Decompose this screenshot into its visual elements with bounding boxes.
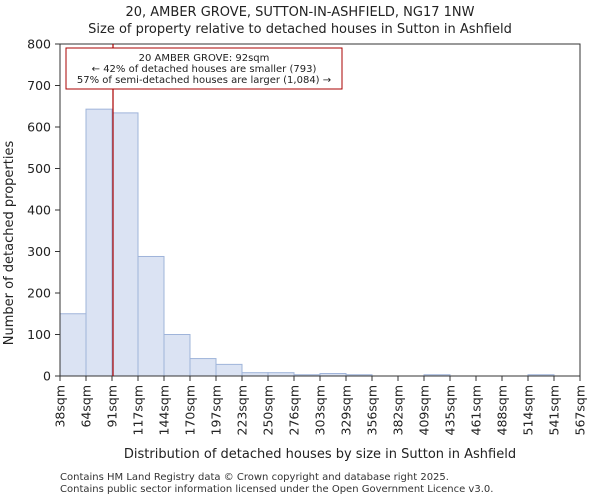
y-tick-label: 0 [43,369,51,384]
x-tick-label: 329sqm [339,385,354,435]
x-axis: 38sqm 64sqm 91sqm 117sqm 144sqm 170sqm 197sqm 2… [53,376,588,435]
x-tick-label: 223sqm [235,385,250,435]
bar-91sqm [111,112,139,377]
x-tick-label: 117sqm [131,385,146,435]
y-tick-label: 300 [27,244,51,259]
y-axis-title: Number of detached properties [2,141,17,346]
bar-117sqm [137,255,165,377]
y-axis: 0 100 200 300 400 500 600 700 800 [27,37,60,384]
x-tick-label: 382sqm [391,385,406,435]
x-tick-label: 514sqm [521,385,536,435]
bar-197sqm [215,363,243,377]
x-tick-label: 409sqm [417,385,432,435]
annotation-smaller: ← 42% of detached houses are smaller (79… [92,64,317,75]
chart-title: 20, AMBER GROVE, SUTTON-IN-ASHFIELD, NG1… [125,5,474,20]
x-tick-label: 356sqm [365,385,380,435]
x-tick-label: 38sqm [53,385,68,428]
bars-group [59,108,555,377]
y-tick-label: 600 [27,120,51,135]
x-tick-label: 144sqm [157,385,172,435]
x-tick-label: 170sqm [183,385,198,435]
x-tick-label: 276sqm [287,385,302,435]
chart-subtitle: Size of property relative to detached ho… [88,22,512,37]
x-tick-label: 567sqm [573,385,588,435]
y-tick-label: 500 [27,161,51,176]
annotation-title: 20 AMBER GROVE: 92sqm [139,53,270,64]
bar-144sqm [163,334,191,377]
footer-licence: Contains public sector information licen… [60,484,494,495]
footer-copyright: Contains HM Land Registry data © Crown c… [60,472,449,483]
annotation-larger: 57% of semi-detached houses are larger (… [77,75,331,86]
x-tick-label: 64sqm [79,385,94,428]
x-tick-label: 541sqm [547,385,562,435]
x-tick-label: 303sqm [313,385,328,435]
bar-38sqm [59,313,87,377]
y-tick-label: 800 [27,37,51,52]
annotation-box: 20 AMBER GROVE: 92sqm ← 42% of detached … [65,47,343,90]
x-tick-label: 435sqm [443,385,458,435]
bar-170sqm [189,358,217,377]
x-tick-label: 461sqm [469,385,484,435]
bar-64sqm [85,108,113,377]
y-tick-label: 100 [27,327,51,342]
y-tick-label: 200 [27,286,51,301]
y-tick-label: 700 [27,78,51,93]
x-tick-label: 250sqm [261,385,276,435]
annotation-frame [65,47,343,90]
x-tick-label: 197sqm [209,385,224,435]
x-tick-label: 488sqm [495,385,510,435]
histogram-chart: 20, AMBER GROVE, SUTTON-IN-ASHFIELD, NG1… [2,5,588,462]
x-axis-title: Distribution of detached houses by size … [124,447,516,462]
y-tick-label: 400 [27,203,51,218]
x-tick-label: 91sqm [105,385,120,428]
